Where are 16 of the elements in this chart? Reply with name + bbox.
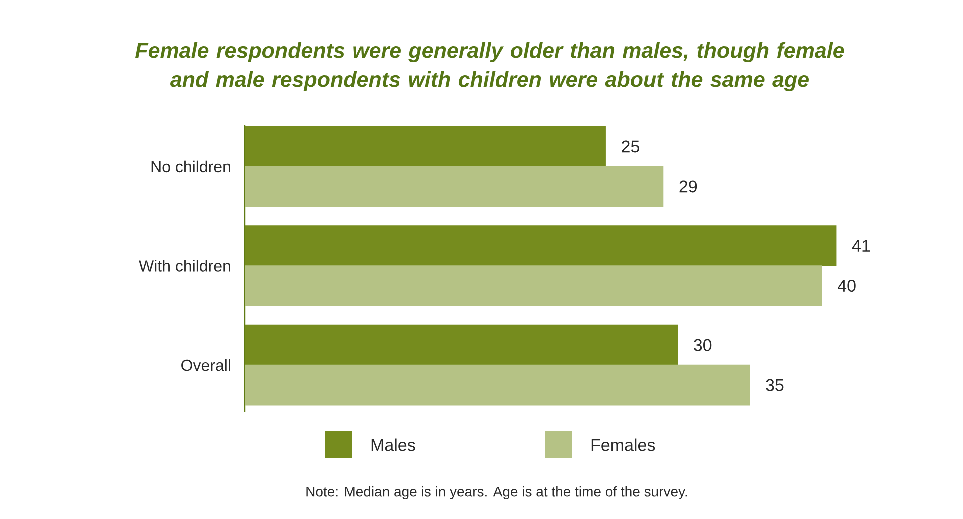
data-label: 41 xyxy=(852,240,870,252)
bar xyxy=(245,126,606,168)
text: Note: Median age is in years. Age is at the time of the survey. xyxy=(306,486,688,500)
y-tick-label: With children xyxy=(139,260,230,272)
y-tick-label: No children xyxy=(152,160,230,173)
legend-label: Males xyxy=(372,438,416,452)
bar xyxy=(245,324,678,366)
data-label: 40 xyxy=(838,280,856,292)
data-label: 29 xyxy=(680,180,698,193)
chart-title: Female respondents were generally older than males, though female and male respondents with children were about the same age xyxy=(136,42,844,92)
data-label: 30 xyxy=(694,339,712,352)
legend-label: Females xyxy=(592,438,656,452)
bar xyxy=(245,226,837,266)
data-label: 25 xyxy=(622,140,640,153)
y-tick-label: Overall xyxy=(182,359,230,372)
data-label: 35 xyxy=(766,379,784,392)
